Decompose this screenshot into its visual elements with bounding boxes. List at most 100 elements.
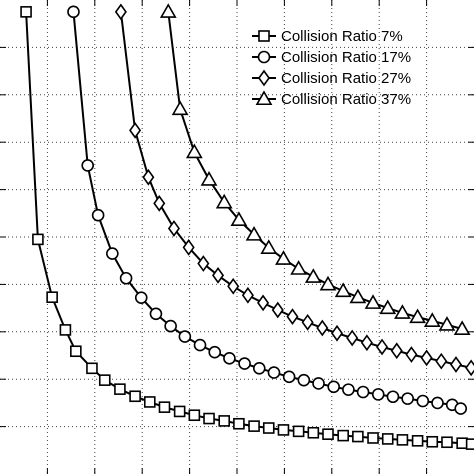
data-point-circle	[342, 383, 355, 396]
data-point-triangle	[215, 193, 233, 209]
data-point-diamond	[330, 324, 344, 342]
legend-marker-circle	[257, 50, 271, 64]
series-layer	[20, 3, 474, 450]
legend-label: Collision Ratio 7%	[281, 28, 403, 45]
data-point-square	[70, 345, 82, 358]
data-point-triangle	[200, 171, 218, 186]
data-point-triangle	[275, 250, 292, 265]
data-point-square	[129, 390, 141, 403]
data-point-square	[381, 433, 394, 445]
data-point-diamond	[286, 308, 299, 326]
data-point-square	[143, 396, 156, 408]
data-point-circle	[193, 338, 207, 352]
data-point-square	[411, 435, 424, 447]
data-point-diamond	[241, 286, 254, 304]
series-2	[67, 5, 468, 415]
data-point-diamond	[182, 239, 195, 256]
data-point-diamond	[405, 346, 418, 363]
data-point-square	[352, 430, 364, 443]
data-point-circle	[178, 330, 192, 343]
series-1	[20, 6, 474, 450]
data-point-diamond	[346, 329, 359, 347]
data-point-triangle	[171, 100, 189, 116]
data-point-triangle	[409, 308, 426, 324]
series-3	[114, 3, 474, 377]
legend-marker-diamond	[257, 69, 271, 87]
data-point-diamond	[465, 359, 474, 377]
data-point-triangle	[364, 294, 382, 309]
data-point-circle	[91, 208, 105, 222]
data-point-triangle	[290, 260, 307, 275]
data-point-circle	[208, 345, 222, 359]
data-point-triangle	[245, 226, 263, 241]
data-point-circle	[454, 402, 468, 415]
data-point-square	[46, 291, 58, 303]
data-point-square	[262, 422, 275, 434]
data-point-square	[337, 429, 349, 442]
legend-item: Collision Ratio 7%	[252, 28, 403, 45]
data-point-circle	[223, 352, 236, 365]
data-point-diamond	[227, 277, 240, 295]
series-4	[159, 3, 471, 336]
data-point-triangle	[379, 299, 397, 315]
data-point-circle	[252, 361, 266, 375]
data-point-triangle	[394, 304, 411, 319]
data-point-circle	[134, 291, 148, 304]
data-point-circle	[282, 370, 296, 384]
data-point-circle	[267, 366, 281, 379]
data-point-circle	[164, 319, 177, 333]
data-point-square	[277, 424, 290, 436]
legend-item: Collision Ratio 37%	[252, 90, 411, 108]
legend: Collision Ratio 7% Collision Ratio 17% Col…	[252, 28, 411, 108]
data-point-square	[292, 425, 305, 438]
data-point-circle	[416, 394, 430, 408]
data-point-circle	[238, 357, 251, 370]
data-point-square	[367, 432, 379, 444]
legend-item: Collision Ratio 27%	[252, 69, 411, 87]
legend-marker-triangle	[255, 90, 273, 106]
data-point-circle	[312, 377, 325, 390]
data-point-square	[86, 362, 98, 375]
data-point-square	[233, 417, 245, 430]
data-point-diamond	[316, 319, 329, 337]
data-point-diamond	[390, 342, 403, 360]
legend-label: Collision Ratio 27%	[281, 70, 411, 87]
data-point-diamond	[153, 194, 166, 212]
legend-marker-square	[258, 30, 270, 42]
data-point-circle	[356, 385, 370, 399]
data-point-square	[98, 374, 111, 386]
data-point-circle	[297, 373, 311, 387]
data-point-diamond	[360, 334, 373, 352]
data-point-diamond	[271, 301, 284, 319]
data-point-square	[426, 435, 439, 448]
data-point-circle	[401, 392, 414, 405]
data-point-triangle	[260, 239, 278, 254]
data-point-triangle	[185, 143, 203, 159]
data-point-square	[32, 233, 44, 246]
data-point-triangle	[334, 282, 352, 298]
data-point-diamond	[435, 352, 448, 370]
legend-label: Collision Ratio 17%	[281, 49, 411, 66]
data-point-diamond	[257, 294, 270, 312]
data-point-square	[218, 415, 231, 427]
data-point-square	[465, 438, 474, 450]
data-point-diamond	[212, 267, 225, 284]
data-point-circle	[119, 271, 133, 285]
legend-item: Collision Ratio 17%	[252, 49, 411, 66]
data-point-circle	[81, 159, 94, 172]
data-point-square	[441, 436, 453, 449]
data-point-square	[203, 412, 215, 425]
data-point-triangle	[230, 211, 248, 226]
data-point-diamond	[197, 255, 210, 272]
data-point-diamond	[420, 349, 433, 367]
data-point-square	[322, 428, 334, 440]
data-point-square	[173, 405, 186, 418]
data-point-diamond	[376, 338, 389, 356]
data-point-circle	[431, 396, 444, 410]
data-point-circle	[386, 390, 400, 404]
data-point-triangle	[349, 288, 367, 304]
data-point-triangle	[159, 3, 177, 18]
data-point-square	[59, 324, 72, 336]
